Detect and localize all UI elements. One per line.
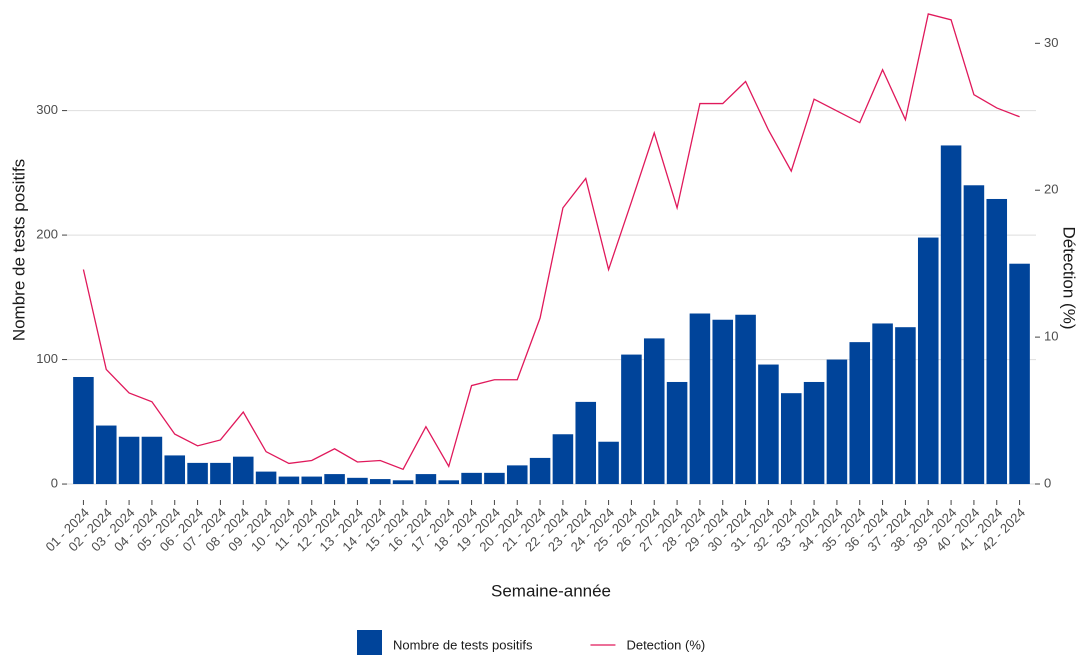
y-axis-title: Nombre de tests positifs xyxy=(9,159,28,341)
bar xyxy=(187,462,208,485)
bar xyxy=(917,237,939,485)
y2-tick-label: 0 xyxy=(1044,475,1051,490)
bar xyxy=(689,313,711,485)
bar xyxy=(369,479,391,485)
bar xyxy=(895,327,916,485)
bar xyxy=(712,319,734,485)
y-tick-label: 200 xyxy=(36,227,58,242)
bar xyxy=(438,480,460,485)
bar xyxy=(780,393,802,485)
bar xyxy=(415,474,437,485)
line xyxy=(82,13,1020,471)
legend-swatch xyxy=(357,630,382,655)
bar xyxy=(461,472,482,485)
bar xyxy=(210,462,231,485)
bar xyxy=(735,314,756,485)
y-tick-label: 0 xyxy=(51,475,58,490)
bar xyxy=(849,342,871,485)
bar xyxy=(1009,263,1030,485)
bar xyxy=(506,465,528,485)
bar xyxy=(301,476,323,485)
bar xyxy=(758,364,779,485)
bar xyxy=(575,401,597,485)
bar xyxy=(324,474,345,485)
bar xyxy=(826,359,848,485)
bar xyxy=(552,434,574,485)
bar xyxy=(164,455,186,485)
bar xyxy=(118,436,140,485)
bar xyxy=(347,477,368,485)
y2-tick-label: 20 xyxy=(1044,182,1058,197)
bar xyxy=(598,441,619,485)
bar xyxy=(392,480,414,485)
bar xyxy=(529,457,551,485)
bar xyxy=(141,436,163,485)
bar xyxy=(963,185,985,485)
y-tick-label: 100 xyxy=(36,351,58,366)
bar xyxy=(940,145,962,485)
y2-tick-label: 30 xyxy=(1044,35,1058,50)
bar xyxy=(872,323,893,485)
bar xyxy=(986,198,1008,485)
bar xyxy=(803,381,825,485)
bar xyxy=(255,471,277,485)
legend-label: Nombre de tests positifs xyxy=(393,637,533,652)
bar xyxy=(73,376,94,485)
bar xyxy=(232,456,254,485)
y-tick-label: 300 xyxy=(36,102,58,117)
bar xyxy=(484,472,505,485)
bar xyxy=(643,338,665,485)
bar xyxy=(95,425,117,485)
bar xyxy=(621,354,642,485)
y2-axis-title: Détection (%) xyxy=(1060,227,1079,330)
bar xyxy=(278,476,300,485)
legend-label: Detection (%) xyxy=(626,637,705,652)
bar xyxy=(666,381,688,485)
y2-tick-label: 10 xyxy=(1044,329,1058,344)
x-axis-title: Semaine-année xyxy=(491,581,611,600)
